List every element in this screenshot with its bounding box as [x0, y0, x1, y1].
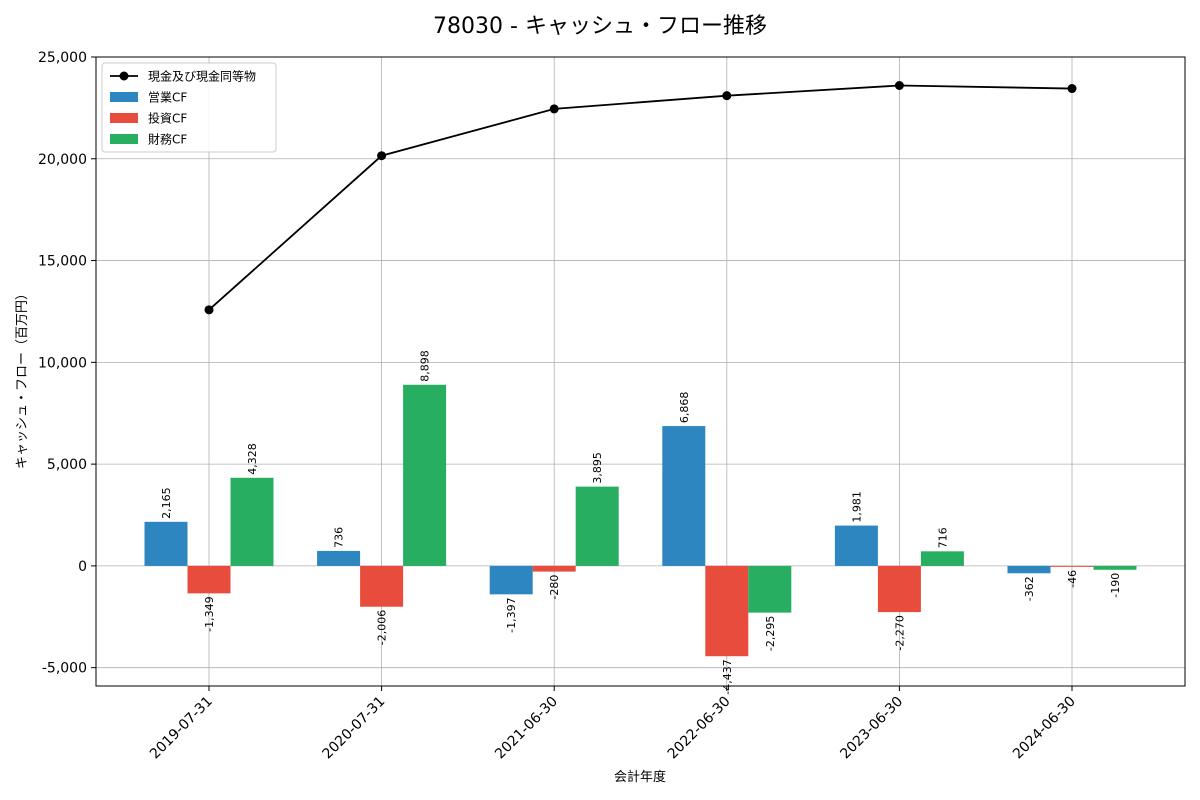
y-axis-label: キャッシュ・フロー（百万円） — [15, 287, 30, 469]
bar-投資CF-2023-06-30 — [877, 565, 921, 613]
bar-投資CF-2021-06-30 — [532, 565, 576, 572]
bar-value-label: -190 — [1109, 573, 1122, 598]
cash-point — [894, 80, 904, 90]
bar-営業CF-2021-06-30 — [489, 565, 533, 595]
y-tick-label: 25,000 — [38, 50, 87, 66]
x-tick-label: 2021-06-30 — [492, 694, 561, 763]
bar-財務CF-2020-07-31 — [403, 384, 447, 566]
x-tick-label: 2019-07-31 — [147, 694, 216, 763]
bar-営業CF-2023-06-30 — [834, 525, 878, 566]
legend-bar-swatch — [110, 113, 138, 123]
cash-point — [204, 305, 214, 315]
bar-財務CF-2021-06-30 — [575, 486, 619, 566]
cash-point — [549, 104, 559, 114]
bar-投資CF-2024-06-30 — [1050, 565, 1094, 567]
legend-marker — [119, 71, 129, 81]
bar-財務CF-2019-07-31 — [230, 477, 274, 566]
bar-value-label: 1,981 — [850, 491, 863, 523]
bar-value-labels: 2,165 736 -1,397 6,868 1,981 -362 -1,349 -2,006… — [160, 350, 1122, 694]
bar-value-label: -2,295 — [764, 616, 777, 651]
bar-value-label: 4,328 — [246, 443, 259, 475]
y-tick-label: 0 — [78, 559, 87, 575]
bar-営業CF-2020-07-31 — [317, 550, 361, 566]
x-tick-label: 2020-07-31 — [320, 694, 389, 763]
grid-lines — [96, 56, 1185, 686]
bar-投資CF-2019-07-31 — [187, 565, 231, 594]
bar-value-label: 736 — [333, 527, 346, 548]
x-tick-label: 2023-06-30 — [837, 694, 906, 763]
legend-bar-swatch — [110, 92, 138, 102]
cash-point — [1067, 84, 1077, 94]
bar-value-label: -1,397 — [505, 597, 518, 632]
bar-value-label: -280 — [548, 575, 561, 600]
bar-value-label: 8,898 — [419, 350, 432, 382]
bar-営業CF-2019-07-31 — [144, 521, 188, 566]
legend-label: 財務CF — [148, 132, 187, 147]
bar-投資CF-2020-07-31 — [360, 565, 404, 607]
legend-label: 営業CF — [148, 91, 187, 105]
legend-label: 現金及び現金同等物 — [148, 69, 256, 84]
bar-value-label: 6,868 — [678, 392, 691, 424]
bar-value-label: -46 — [1066, 570, 1079, 588]
bar-series — [144, 384, 1137, 657]
cash-line — [208, 84, 1073, 311]
chart-title: 78030 - キャッシュ・フロー推移 — [433, 14, 767, 39]
legend-label: 投資CF — [148, 111, 187, 126]
bar-value-label: 716 — [936, 527, 949, 548]
cash-point — [377, 151, 387, 161]
bar-財務CF-2023-06-30 — [920, 551, 964, 566]
bar-value-label: -1,349 — [203, 596, 216, 631]
bar-財務CF-2024-06-30 — [1093, 565, 1137, 570]
bar-投資CF-2022-06-30 — [705, 565, 749, 657]
bar-value-label: 3,895 — [591, 452, 604, 484]
x-tick-label: 2022-06-30 — [665, 694, 734, 763]
bar-value-label: -2,006 — [376, 610, 389, 645]
line-series — [204, 80, 1077, 315]
legend-box — [101, 62, 277, 153]
cash-point — [722, 91, 732, 101]
y-tick-label: 15,000 — [38, 254, 87, 270]
axis-ticks: -5,000 0 5,000 10,000 15,000 20,000 25,000 2019… — [38, 50, 1079, 762]
y-tick-label: 5,000 — [47, 457, 87, 473]
bar-財務CF-2022-06-30 — [748, 565, 792, 613]
bar-value-label: -362 — [1023, 576, 1036, 601]
x-tick-label: 2024-06-30 — [1010, 694, 1079, 763]
y-tick-label: 20,000 — [38, 152, 87, 168]
y-tick-label: -5,000 — [42, 661, 87, 677]
y-tick-label: 10,000 — [38, 355, 87, 371]
bar-営業CF-2022-06-30 — [662, 426, 706, 566]
bar-value-label: -2,270 — [893, 615, 906, 650]
legend-bar-swatch — [110, 134, 138, 144]
plot-frame — [95, 56, 1186, 687]
x-axis-label: 会計年度 — [614, 769, 666, 785]
bar-value-label: 2,165 — [160, 487, 173, 519]
bar-営業CF-2024-06-30 — [1007, 565, 1051, 574]
